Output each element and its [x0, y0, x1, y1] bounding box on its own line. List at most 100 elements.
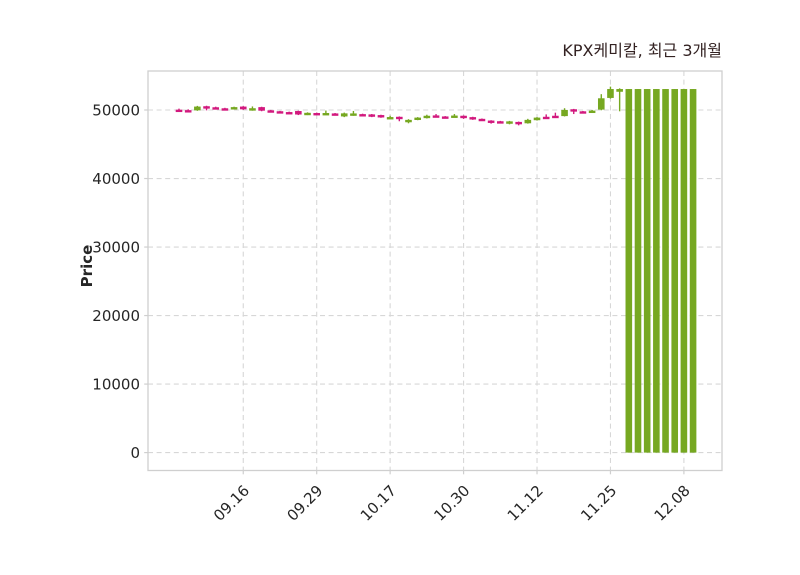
- candle-down: [396, 116, 403, 122]
- candle-down: [258, 106, 265, 112]
- candle-up: [405, 119, 412, 124]
- candle-up: [386, 115, 394, 120]
- candle-up: [680, 89, 688, 453]
- candle-body: [579, 111, 587, 114]
- candle-body: [194, 106, 201, 111]
- candle-body: [662, 89, 669, 453]
- candle-body: [671, 89, 679, 453]
- candle-body: [313, 113, 320, 116]
- candle-body: [267, 110, 275, 113]
- candle-body: [607, 89, 614, 98]
- candle-up: [230, 106, 238, 110]
- candle-up: [689, 89, 697, 453]
- candle-down: [441, 116, 449, 119]
- candle-body: [350, 113, 357, 116]
- candle-body: [552, 115, 559, 119]
- candle-up: [451, 114, 458, 118]
- candle-up: [607, 86, 614, 99]
- candle-body: [441, 116, 449, 119]
- candle-body: [653, 89, 660, 453]
- candle-body: [322, 113, 330, 116]
- candle-up: [304, 112, 311, 116]
- candle-body: [634, 89, 642, 453]
- candle-body: [239, 106, 247, 110]
- candle-body: [478, 118, 486, 122]
- candle-down: [184, 109, 192, 113]
- candle-down: [359, 113, 366, 117]
- candle-up: [588, 109, 596, 114]
- y-tick-label: 20000: [92, 307, 140, 325]
- candle-down: [295, 110, 302, 116]
- candle-body: [625, 89, 633, 453]
- candle-body: [295, 111, 302, 115]
- candle-body: [616, 89, 623, 92]
- x-tick-label: 10.17: [357, 482, 400, 525]
- candle-body: [184, 110, 192, 113]
- y-tick-label: 10000: [92, 376, 140, 394]
- candle-body: [386, 117, 394, 120]
- candle-down: [221, 107, 229, 111]
- candle-up: [662, 89, 669, 453]
- x-tick-label: 09.16: [210, 482, 253, 525]
- candle-up: [423, 114, 431, 119]
- candle-up: [340, 112, 348, 118]
- candle-body: [414, 117, 421, 121]
- candle-body: [276, 111, 284, 114]
- candle-down: [239, 106, 247, 110]
- candle-up: [643, 89, 651, 453]
- candle-body: [432, 115, 440, 118]
- candle-body: [469, 117, 477, 120]
- candle-body: [396, 116, 403, 120]
- y-axis-label: Price: [78, 245, 96, 288]
- candle-up: [524, 118, 532, 124]
- candle-body: [175, 109, 183, 113]
- candle-body: [515, 121, 522, 125]
- candle-body: [588, 110, 596, 114]
- x-tick-label: 09.29: [283, 482, 326, 525]
- candles: [175, 86, 697, 453]
- candle-down: [175, 108, 183, 113]
- candle-down: [552, 112, 559, 119]
- candle-body: [377, 115, 385, 118]
- candle-body: [506, 121, 513, 124]
- candle-down: [469, 116, 477, 120]
- y-tick-label: 0: [130, 444, 140, 462]
- candle-up: [616, 88, 623, 112]
- candle-down: [331, 113, 339, 116]
- candle-down: [313, 112, 320, 116]
- grid-lines: [148, 71, 722, 471]
- candle-body: [368, 114, 376, 117]
- x-tick-label: 12.08: [651, 482, 694, 525]
- candle-up: [506, 120, 513, 125]
- candle-body: [680, 89, 688, 453]
- x-tick-label: 11.12: [504, 482, 547, 525]
- candle-body: [451, 115, 458, 118]
- candle-down: [432, 114, 440, 118]
- candle-body: [249, 108, 256, 111]
- candle-up: [533, 117, 541, 121]
- candle-down: [212, 106, 220, 110]
- y-tick-label: 30000: [92, 239, 140, 257]
- candle-down: [203, 105, 210, 111]
- candle-down: [377, 114, 385, 118]
- candle-body: [285, 112, 293, 115]
- candle-down: [497, 120, 504, 124]
- candle-up: [671, 89, 679, 453]
- plot-border: [147, 70, 723, 472]
- candle-body: [304, 112, 311, 116]
- candle-up: [653, 89, 660, 453]
- candle-body: [643, 89, 651, 453]
- candle-up: [322, 110, 330, 116]
- candle-body: [340, 113, 348, 117]
- candle-body: [524, 119, 532, 124]
- candle-body: [230, 107, 238, 110]
- candle-down: [542, 114, 550, 120]
- candle-body: [212, 107, 220, 110]
- candle-body: [689, 89, 697, 453]
- candle-down: [267, 109, 275, 113]
- candle-down: [478, 118, 486, 122]
- chart-title: KPX케미칼, 최근 3개월: [562, 41, 722, 60]
- candle-up: [194, 105, 201, 111]
- candle-up: [249, 106, 256, 111]
- candle-up: [350, 110, 357, 116]
